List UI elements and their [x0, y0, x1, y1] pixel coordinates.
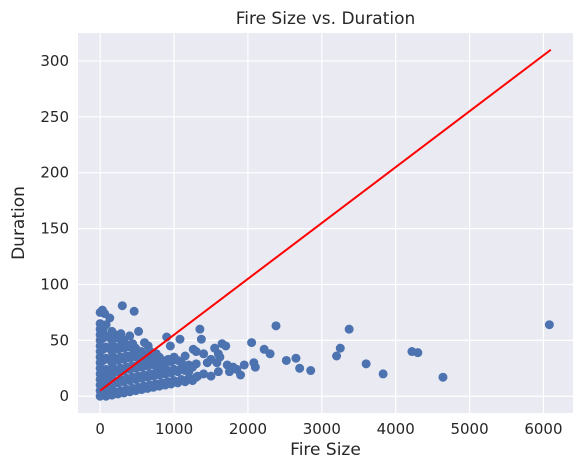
scatter-point: [361, 359, 371, 369]
y-tick-label: 100: [40, 275, 69, 293]
y-tick-label: 150: [40, 220, 69, 238]
x-tick-label: 4000: [377, 420, 415, 438]
scatter-point: [191, 372, 201, 382]
scatter-point: [206, 371, 216, 381]
y-tick-label: 50: [50, 331, 69, 349]
scatter-point: [173, 355, 183, 365]
x-tick-label: 5000: [450, 420, 488, 438]
scatter-point: [215, 352, 225, 362]
scatter-point: [196, 334, 206, 344]
scatter-points: [95, 301, 554, 401]
scatter-point: [213, 367, 223, 377]
scatter-point: [544, 320, 554, 330]
x-axis-label: Fire Size: [290, 440, 361, 460]
scatter-point: [125, 331, 135, 341]
scatter-point: [175, 334, 185, 344]
x-tick-label: 0: [95, 420, 105, 438]
y-axis-label: Duration: [9, 186, 29, 260]
x-tick-label: 1000: [155, 420, 193, 438]
scatter-point: [101, 320, 111, 330]
scatter-point: [281, 355, 291, 365]
scatter-point: [134, 326, 144, 336]
scatter-point: [221, 341, 231, 351]
scatter-point: [265, 349, 275, 359]
y-tick-label: 300: [40, 52, 69, 70]
scatter-point: [195, 324, 205, 334]
y-tick-label: 200: [40, 164, 69, 182]
scatter-point: [180, 351, 190, 361]
y-tick-labels: 0 50 100 150 200 250 300: [40, 52, 69, 405]
scatter-point: [250, 362, 260, 372]
scatter-point: [116, 329, 126, 339]
trend-line-group: [99, 48, 552, 392]
scatter-point: [165, 341, 175, 351]
grid-lines: [78, 33, 573, 413]
scatter-point: [291, 353, 301, 363]
scatter-point: [199, 349, 209, 359]
x-tick-label: 3000: [303, 420, 341, 438]
x-tick-labels: 0 1000 2000 3000 4000 5000 6000: [95, 420, 562, 438]
x-tick-label: 6000: [524, 420, 562, 438]
y-tick-label: 250: [40, 108, 69, 126]
scatter-point: [295, 363, 305, 373]
scatter-point: [105, 313, 115, 323]
scatter-point: [129, 306, 139, 316]
scatter-point: [344, 324, 354, 334]
scatter-point: [191, 359, 201, 369]
scatter-point: [166, 357, 176, 367]
scatter-point: [199, 369, 209, 379]
scatter-point: [378, 369, 388, 379]
trend-line: [99, 48, 552, 392]
x-tick-label: 2000: [229, 420, 267, 438]
scatter-point: [306, 366, 316, 376]
scatter-point: [413, 348, 423, 358]
scatter-point: [247, 338, 257, 348]
scatter-point: [271, 321, 281, 331]
scatter-point: [239, 360, 249, 370]
scatter-point: [332, 351, 342, 361]
scatter-point: [117, 301, 127, 311]
y-tick-label: 0: [59, 387, 69, 405]
scatter-point: [191, 347, 201, 357]
chart-title: Fire Size vs. Duration: [236, 9, 416, 29]
scatter-point: [236, 370, 246, 380]
scatter-point: [438, 372, 448, 382]
scatter-point: [335, 343, 345, 353]
